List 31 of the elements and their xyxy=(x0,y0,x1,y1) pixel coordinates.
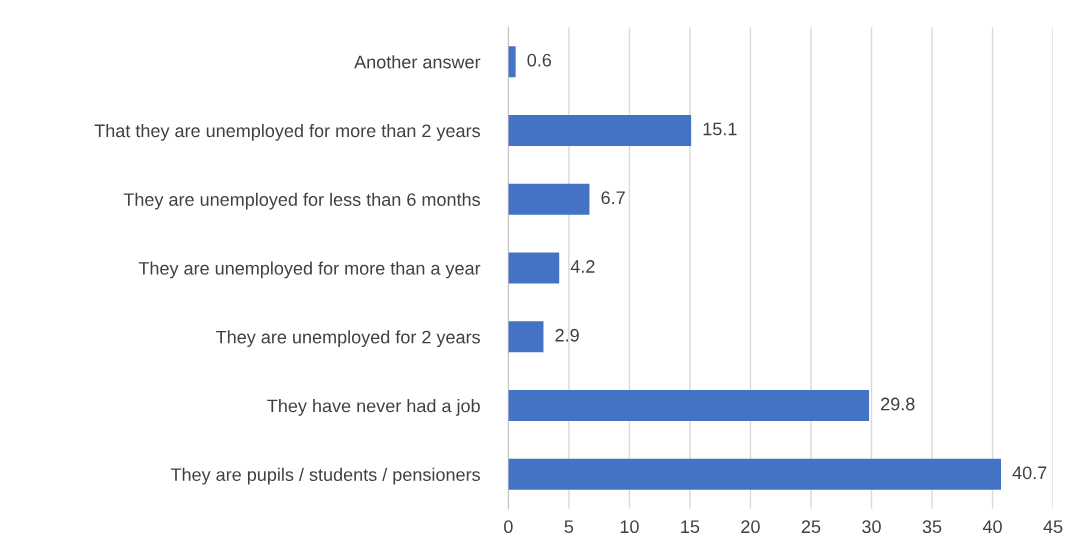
y-tick-label: They are unemployed for less than 6 months xyxy=(123,192,480,210)
x-tick-label: 15 xyxy=(681,520,700,534)
x-tick-label: 10 xyxy=(620,520,639,534)
y-tick-label: That they are unemployed for more than 2 years xyxy=(94,123,480,141)
data-label: 29.8 xyxy=(881,397,915,411)
x-tick-label: 5 xyxy=(564,520,574,534)
data-label: 2.9 xyxy=(555,328,579,342)
bar xyxy=(508,46,516,78)
bar xyxy=(508,321,544,353)
x-tick-label: 0 xyxy=(504,520,513,534)
x-tick-label: 30 xyxy=(862,520,881,534)
bar xyxy=(508,390,870,422)
y-tick-label: Another answer xyxy=(354,55,481,69)
bar xyxy=(508,252,560,284)
data-label: 40.7 xyxy=(1012,466,1047,480)
data-label: 6.7 xyxy=(601,191,625,205)
x-tick-label: 35 xyxy=(922,520,942,534)
y-tick-label: They are unemployed for more than a year xyxy=(138,261,481,279)
data-label: 4.2 xyxy=(570,260,595,273)
bar xyxy=(508,183,590,215)
x-tick-label: 25 xyxy=(801,520,821,534)
x-tick-label: 40 xyxy=(982,520,1002,534)
x-tick-label: 45 xyxy=(1043,520,1063,534)
x-tick-label: 20 xyxy=(741,520,760,534)
bar xyxy=(508,115,692,146)
data-label: 15.1 xyxy=(703,122,737,136)
data-label: 0.6 xyxy=(527,53,552,67)
bar xyxy=(508,458,1001,490)
y-tick-label: They are pupils / students / pensioners xyxy=(170,467,480,485)
y-tick-label: They are unemployed for 2 years xyxy=(216,330,480,348)
y-tick-label: They have never had a job xyxy=(267,399,480,416)
